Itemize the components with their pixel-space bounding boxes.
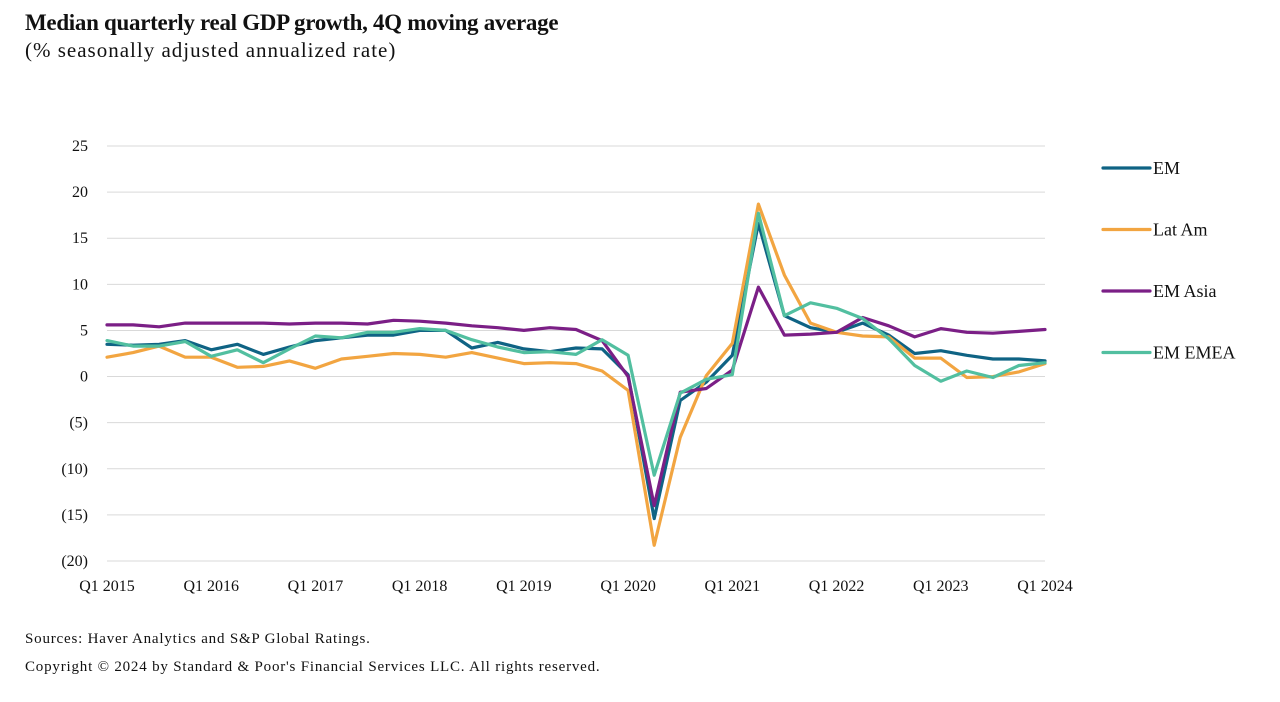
chart-title: Median quarterly real GDP growth, 4Q mov…: [25, 10, 559, 35]
series-line-em: [105, 221, 1047, 521]
x-tick-label: Q1 2021: [705, 578, 761, 595]
legend-label-em-emea: EM EMEA: [1153, 343, 1236, 363]
y-tick-label: 20: [72, 184, 88, 201]
x-tick-label: Q1 2024: [1017, 578, 1073, 595]
y-tick-label: (5): [69, 415, 88, 432]
x-tick-label: Q1 2017: [288, 578, 344, 595]
chart-subtitle: (% seasonally adjusted annualized rate): [25, 38, 397, 62]
x-tick-label: Q1 2016: [183, 578, 239, 595]
y-tick-label: 25: [72, 138, 88, 155]
x-tick-label: Q1 2022: [809, 578, 865, 595]
y-tick-label: 10: [72, 276, 88, 293]
y-tick-label: (10): [61, 461, 88, 478]
legend-label-em: EM: [1153, 158, 1180, 178]
gridlines: [107, 145, 1045, 562]
copyright-note: Copyright © 2024 by Standard & Poor's Fi…: [25, 659, 601, 675]
legend-label-lat-am: Lat Am: [1153, 220, 1208, 240]
x-tick-label: Q1 2018: [392, 578, 448, 595]
x-tick-label: Q1 2019: [496, 578, 552, 595]
y-tick-label: 0: [80, 369, 88, 386]
sources-note: Sources: Haver Analytics and S&P Global …: [25, 631, 371, 647]
y-tick-label: (15): [61, 507, 88, 524]
series-line-em-emea: [105, 211, 1047, 477]
legend: EM Lat Am EM Asia EM EMEA: [1101, 158, 1236, 363]
y-tick-label: 5: [80, 322, 88, 339]
x-tick-label: Q1 2023: [913, 578, 969, 595]
series-line-lat-am: [105, 202, 1047, 547]
y-tick-label: (20): [61, 553, 88, 570]
x-axis-ticks: Q1 2015 Q1 2016 Q1 2017 Q1 2018 Q1 2019 Q1 20…: [79, 578, 1073, 595]
series-line-em-asia: [105, 285, 1047, 508]
legend-label-em-asia: EM Asia: [1153, 281, 1217, 301]
y-axis-ticks: 25 20 15 10 5 0 (5) (10) (15) (20): [61, 138, 88, 570]
series-lines: [105, 202, 1047, 547]
y-tick-label: 15: [72, 230, 88, 247]
x-tick-label: Q1 2020: [600, 578, 656, 595]
x-tick-label: Q1 2015: [79, 578, 135, 595]
